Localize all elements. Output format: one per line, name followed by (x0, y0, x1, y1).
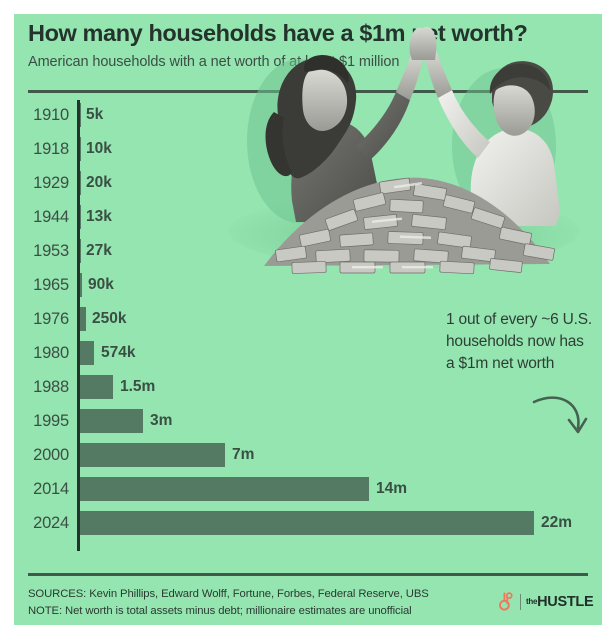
row-year: 2024 (33, 514, 69, 532)
row-year: 2014 (33, 480, 69, 498)
row-bar (79, 511, 534, 535)
row-value-label: 1.5m (120, 378, 156, 395)
chart-row: 1995 3m (14, 404, 602, 438)
chart-row: 2014 14m (14, 472, 602, 506)
bar-chart: 1910 5k 1918 10k 1929 20k 1944 13k 1953 … (14, 98, 602, 568)
infographic-card: How many households have a $1m net worth… (14, 14, 602, 625)
row-year: 1980 (33, 344, 69, 362)
chart-axis-line (77, 100, 80, 551)
footer-notes: SOURCES: Kevin Phillips, Edward Wolff, F… (28, 586, 498, 619)
row-year: 1953 (33, 242, 69, 260)
logo-wordmark: theHUSTLE (526, 594, 594, 610)
row-year: 1995 (33, 412, 69, 430)
annotation-callout: 1 out of every ~6 U.S. households now ha… (446, 311, 592, 372)
chart-row: 1965 90k (14, 268, 602, 302)
row-year: 1976 (33, 310, 69, 328)
header: How many households have a $1m net worth… (28, 20, 590, 70)
row-value-label: 14m (376, 480, 408, 497)
row-bar (79, 341, 94, 365)
row-value-label: 22m (541, 514, 573, 531)
row-value-label: 90k (88, 276, 114, 293)
footer-divider (28, 573, 588, 576)
chart-row: 1988 1.5m (14, 370, 602, 404)
row-value-label: 27k (86, 242, 112, 259)
logo-the: the (526, 597, 538, 606)
page-subtitle: American households with a net worth of … (28, 54, 400, 70)
row-bar (79, 307, 86, 331)
header-divider (28, 90, 588, 93)
chart-row: 2024 22m (14, 506, 602, 540)
row-year: 2000 (33, 446, 69, 464)
chart-row: 1944 13k (14, 200, 602, 234)
row-bar (79, 477, 369, 501)
row-year: 1965 (33, 276, 69, 294)
row-value-label: 250k (92, 310, 127, 327)
row-bar (79, 443, 225, 467)
chart-row: 1976 250k (14, 302, 602, 336)
row-bar (79, 239, 81, 263)
row-year: 1929 (33, 174, 69, 192)
footer-sources: SOURCES: Kevin Phillips, Edward Wolff, F… (28, 588, 429, 600)
curved-arrow-icon (532, 396, 588, 434)
logo-name: HUSTLE (537, 594, 594, 610)
sprocket-icon (499, 592, 513, 611)
logo-divider (520, 594, 521, 610)
row-bar (79, 273, 82, 297)
page-title: How many households have a $1m net worth… (28, 20, 528, 46)
footer-note: NOTE: Net worth is total assets minus de… (28, 604, 412, 617)
row-year: 1918 (33, 140, 69, 158)
chart-row: 1910 5k (14, 98, 602, 132)
row-bar (79, 409, 143, 433)
row-value-label: 10k (86, 140, 112, 157)
row-value-label: 5k (86, 106, 104, 123)
row-value-label: 13k (86, 208, 112, 225)
chart-row: 2000 7m (14, 438, 602, 472)
row-value-label: 20k (86, 174, 112, 191)
chart-row: 1953 27k (14, 234, 602, 268)
chart-row: 1929 20k (14, 166, 602, 200)
chart-row: 1980 574k (14, 336, 602, 370)
hustle-logo: theHUSTLE (495, 590, 595, 614)
row-year: 1988 (33, 378, 69, 396)
row-bar (79, 375, 113, 399)
row-value-label: 7m (232, 446, 255, 463)
row-value-label: 3m (150, 412, 173, 429)
row-year: 1944 (33, 208, 69, 226)
chart-row: 1918 10k (14, 132, 602, 166)
row-year: 1910 (33, 106, 69, 124)
row-value-label: 574k (101, 344, 136, 361)
